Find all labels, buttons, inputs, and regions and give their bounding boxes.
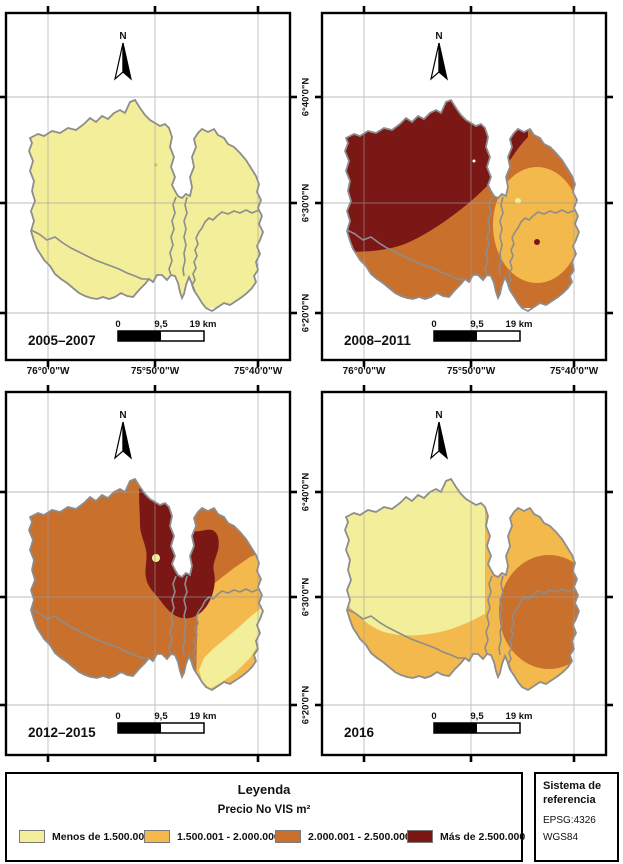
latitude-axis-labels-bottom: 6°40'0"N 6°30'0"N 6°20'0"N: [290, 0, 322, 864]
price-surface-layer: [29, 100, 263, 308]
reference-title: Sistema de referencia: [543, 780, 602, 806]
lat-tick-label: 6°40'0"N: [300, 472, 312, 512]
svg-text:0: 0: [115, 319, 120, 330]
legend-subtitle: Precio No VIS m²: [217, 804, 311, 816]
lon-tick-label: 75°50'0"W: [446, 366, 496, 377]
map-frame: [4, 390, 292, 757]
map-panel-2016: N 0 9,5 19 km 2016: [315, 385, 613, 762]
svg-text:0: 0: [115, 711, 120, 722]
reference-datum: WGS84: [543, 831, 579, 843]
legend-item: 1.500.001 - 2.000.000: [144, 830, 280, 843]
period-label: 2005–2007: [28, 333, 96, 348]
legend-swatch: [407, 830, 433, 843]
price-surface-layer: [29, 479, 263, 690]
scale-bar: 0 9,5 19 km: [115, 319, 217, 342]
period-label: 2016: [344, 725, 375, 740]
svg-text:19 km: 19 km: [506, 711, 533, 722]
reference-epsg: EPSG:4326: [543, 814, 596, 826]
map-frame: [320, 390, 608, 757]
svg-text:N: N: [119, 31, 126, 42]
lon-tick-label: 75°40'0"W: [549, 366, 599, 377]
north-arrow-icon: N: [114, 410, 132, 459]
scale-bar: 0 9,5 19 km: [431, 711, 533, 734]
north-arrow-icon: N: [430, 410, 448, 459]
price-surface-layer: [345, 100, 579, 308]
graticule: [322, 392, 606, 755]
frame-ticks: [0, 385, 297, 762]
north-arrow-icon: N: [114, 31, 132, 80]
map-panel-2012-2015: N 0 9,5 19 km 2012–2015: [0, 385, 297, 762]
svg-text:9,5: 9,5: [470, 711, 484, 722]
svg-text:19 km: 19 km: [506, 319, 533, 330]
svg-text:0: 0: [431, 319, 436, 330]
scale-bar: 0 9,5 19 km: [431, 319, 533, 342]
reference-system-box: Sistema de referencia EPSG:4326 WGS84: [534, 772, 619, 862]
legend-title: Leyenda: [237, 782, 291, 797]
north-arrow-icon: N: [430, 31, 448, 80]
frame-ticks: [315, 6, 613, 367]
lon-tick-label: 75°50'0"W: [130, 366, 180, 377]
map-panel-2008-2011: N 0 9,5 19 km 2008–2011: [315, 6, 613, 367]
period-label: 2012–2015: [28, 725, 96, 740]
legend-label: 1.500.001 - 2.000.000: [177, 830, 280, 843]
map-panel-2005-2007: N 0 9,5 19 km 2005–2007: [0, 6, 297, 367]
svg-text:0: 0: [431, 711, 436, 722]
map-frame: [320, 11, 608, 362]
frame-ticks: [0, 6, 297, 367]
lon-tick-label: 75°40'0"W: [233, 366, 283, 377]
scale-bar: 0 9,5 19 km: [115, 711, 217, 734]
svg-text:19 km: 19 km: [190, 711, 217, 722]
frame-ticks: [315, 385, 613, 762]
graticule: [322, 13, 606, 360]
graticule: [6, 13, 290, 360]
svg-text:9,5: 9,5: [154, 711, 168, 722]
lon-tick-label: 76°0'0"W: [26, 366, 70, 377]
period-label: 2008–2011: [344, 333, 411, 348]
legend: Leyenda Precio No VIS m² Menos de 1.500.…: [5, 772, 525, 862]
svg-text:N: N: [435, 410, 442, 421]
map-frame: [4, 11, 292, 362]
svg-text:9,5: 9,5: [470, 319, 484, 330]
legend-label: 2.000.001 - 2.500.000: [308, 830, 411, 843]
legend-swatch: [144, 830, 170, 843]
svg-text:9,5: 9,5: [154, 319, 168, 330]
svg-text:N: N: [435, 31, 442, 42]
legend-label: Más de 2.500.000: [440, 830, 526, 843]
svg-text:19 km: 19 km: [190, 319, 217, 330]
lon-tick-label: 76°0'0"W: [342, 366, 386, 377]
graticule: [6, 392, 290, 755]
svg-text:N: N: [119, 410, 126, 421]
legend-item: Más de 2.500.000: [407, 830, 525, 843]
legend-swatch: [275, 830, 301, 843]
legend-label: Menos de 1.500.000: [52, 830, 151, 843]
lat-tick-label: 6°20'0"N: [300, 685, 312, 725]
legend-item: Menos de 1.500.000: [19, 830, 150, 843]
legend-item: 2.000.001 - 2.500.000: [275, 830, 411, 843]
lat-tick-label: 6°30'0"N: [300, 577, 312, 617]
legend-swatch: [19, 830, 45, 843]
